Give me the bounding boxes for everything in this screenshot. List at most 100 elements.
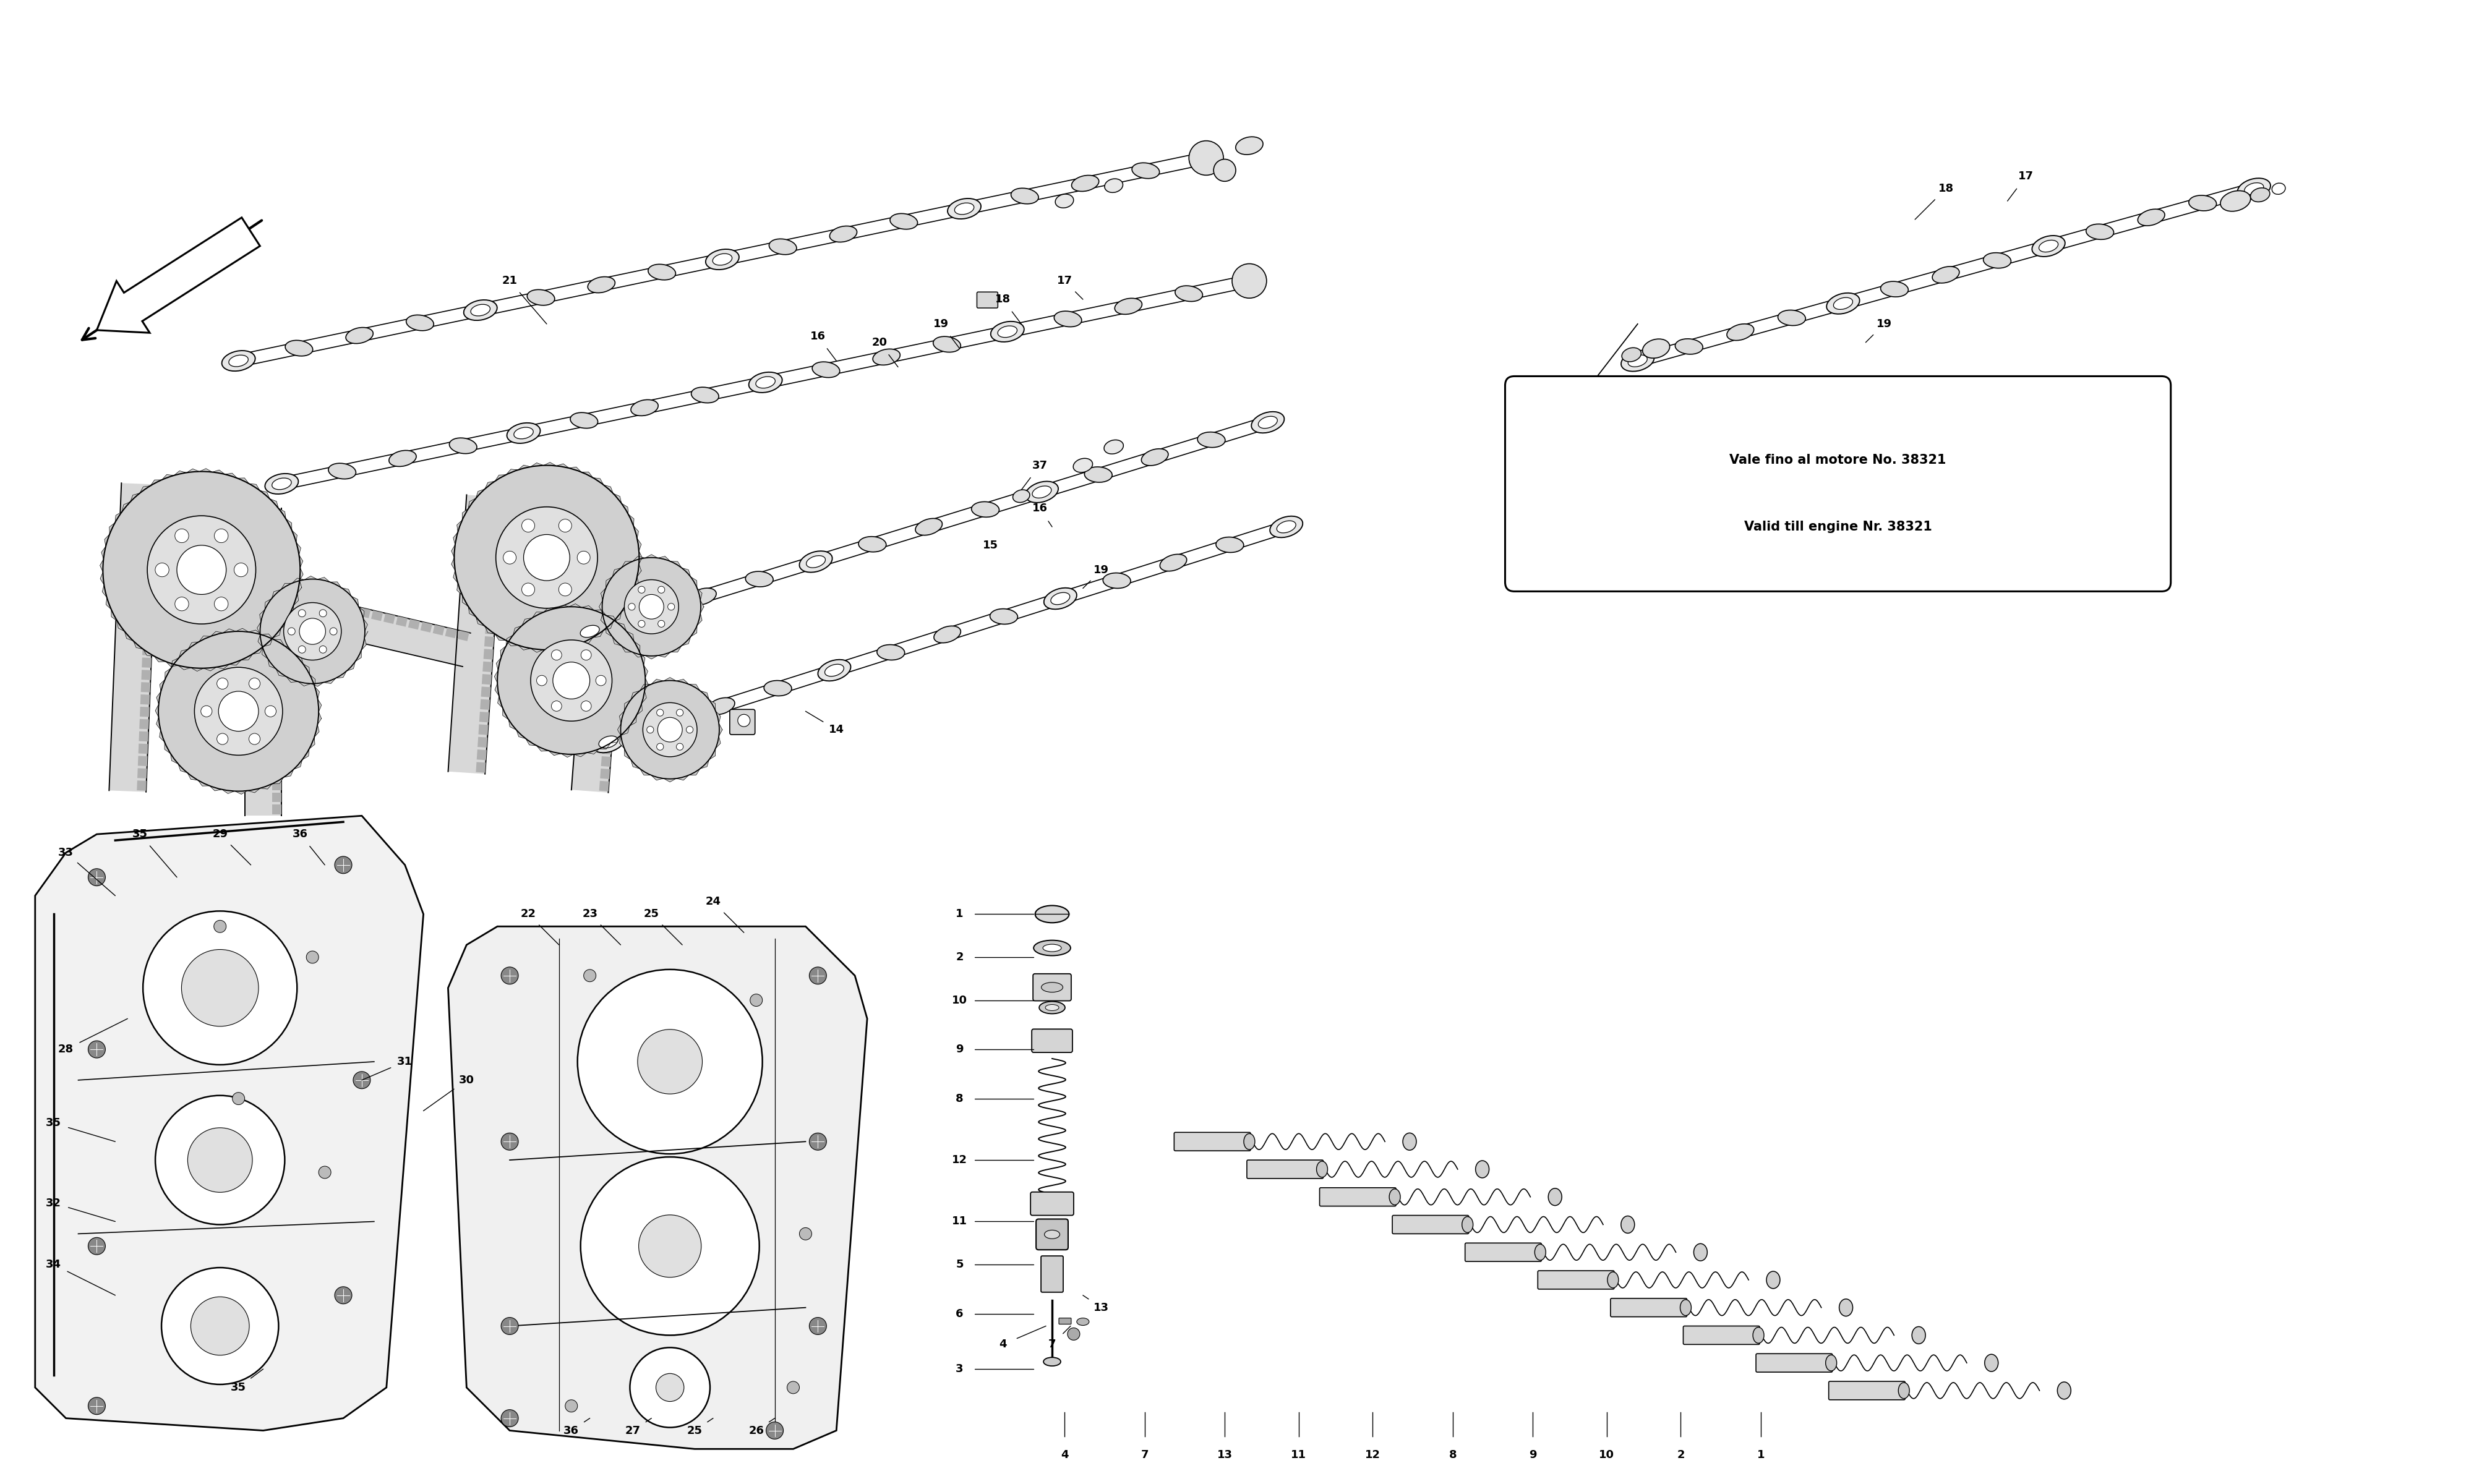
Polygon shape: [450, 463, 643, 653]
Text: 12: 12: [952, 1155, 967, 1165]
Text: 18: 18: [995, 294, 1009, 304]
Ellipse shape: [955, 203, 975, 215]
Circle shape: [623, 580, 678, 634]
Ellipse shape: [651, 717, 678, 732]
Circle shape: [334, 856, 351, 874]
Polygon shape: [616, 571, 626, 582]
Ellipse shape: [1116, 298, 1143, 315]
Polygon shape: [245, 509, 282, 816]
Circle shape: [319, 610, 327, 617]
Ellipse shape: [2031, 236, 2066, 257]
Polygon shape: [272, 767, 282, 778]
Polygon shape: [139, 732, 148, 742]
Text: 32: 32: [47, 1198, 62, 1208]
Ellipse shape: [948, 199, 982, 220]
Text: 10: 10: [1598, 1450, 1616, 1460]
Polygon shape: [141, 683, 151, 693]
Ellipse shape: [1074, 459, 1094, 472]
Circle shape: [638, 586, 646, 594]
Circle shape: [656, 1374, 683, 1401]
Polygon shape: [143, 634, 153, 643]
Polygon shape: [599, 781, 609, 791]
Ellipse shape: [527, 289, 554, 306]
Ellipse shape: [265, 473, 299, 494]
Polygon shape: [136, 781, 146, 791]
Polygon shape: [490, 548, 500, 559]
Polygon shape: [616, 548, 626, 558]
Text: 22: 22: [520, 908, 537, 920]
Polygon shape: [272, 559, 282, 568]
Text: 2: 2: [955, 951, 962, 963]
Circle shape: [218, 733, 228, 745]
Text: 9: 9: [955, 1043, 962, 1055]
Ellipse shape: [1643, 338, 1670, 358]
Polygon shape: [611, 608, 621, 619]
Polygon shape: [408, 619, 421, 629]
Ellipse shape: [824, 665, 844, 677]
Polygon shape: [272, 595, 282, 605]
Circle shape: [354, 1071, 371, 1089]
Polygon shape: [448, 494, 505, 775]
Polygon shape: [571, 545, 626, 792]
Ellipse shape: [1680, 1300, 1692, 1316]
Text: Vale fino al motore No. 38321: Vale fino al motore No. 38321: [1729, 454, 1947, 466]
Ellipse shape: [990, 608, 1017, 625]
Polygon shape: [272, 646, 282, 654]
Polygon shape: [618, 678, 722, 782]
Text: 11: 11: [952, 1215, 967, 1227]
Ellipse shape: [1838, 1298, 1853, 1316]
Text: 33: 33: [59, 847, 74, 858]
Ellipse shape: [2039, 240, 2058, 252]
FancyBboxPatch shape: [1042, 1255, 1064, 1293]
Text: 9: 9: [1529, 1450, 1536, 1460]
Ellipse shape: [1932, 267, 1959, 283]
Circle shape: [552, 650, 562, 660]
Polygon shape: [396, 616, 408, 626]
Ellipse shape: [1403, 1132, 1415, 1150]
Ellipse shape: [1620, 1215, 1635, 1233]
Polygon shape: [272, 657, 282, 666]
Circle shape: [200, 706, 213, 717]
Polygon shape: [492, 510, 502, 521]
Circle shape: [502, 1318, 520, 1334]
Text: 13: 13: [1094, 1301, 1108, 1313]
Circle shape: [524, 534, 569, 580]
Ellipse shape: [811, 362, 839, 377]
Circle shape: [638, 620, 646, 628]
Circle shape: [675, 743, 683, 751]
Ellipse shape: [708, 697, 735, 715]
Circle shape: [265, 706, 277, 717]
Polygon shape: [146, 571, 156, 582]
Circle shape: [631, 1347, 710, 1428]
Ellipse shape: [1044, 1358, 1061, 1365]
FancyBboxPatch shape: [1059, 1318, 1071, 1324]
Circle shape: [143, 911, 297, 1064]
FancyBboxPatch shape: [1828, 1382, 1905, 1399]
Circle shape: [787, 1382, 799, 1393]
Circle shape: [646, 726, 653, 733]
Polygon shape: [322, 600, 334, 610]
Polygon shape: [371, 610, 383, 620]
Polygon shape: [272, 522, 282, 531]
Circle shape: [564, 1399, 576, 1413]
FancyBboxPatch shape: [1037, 1218, 1069, 1250]
Ellipse shape: [1232, 270, 1267, 291]
Text: 1: 1: [1757, 1450, 1764, 1460]
Ellipse shape: [1880, 282, 1907, 297]
Circle shape: [250, 733, 260, 745]
Ellipse shape: [2058, 1382, 2071, 1399]
Circle shape: [529, 640, 611, 721]
Circle shape: [656, 743, 663, 751]
Polygon shape: [477, 749, 487, 760]
Circle shape: [176, 597, 188, 611]
Polygon shape: [490, 561, 500, 571]
Ellipse shape: [515, 427, 534, 439]
Polygon shape: [272, 732, 282, 741]
Circle shape: [658, 620, 666, 628]
Circle shape: [638, 1215, 700, 1278]
Polygon shape: [611, 620, 621, 632]
Polygon shape: [445, 628, 458, 638]
Circle shape: [319, 646, 327, 653]
Ellipse shape: [574, 620, 606, 643]
Ellipse shape: [581, 625, 599, 637]
